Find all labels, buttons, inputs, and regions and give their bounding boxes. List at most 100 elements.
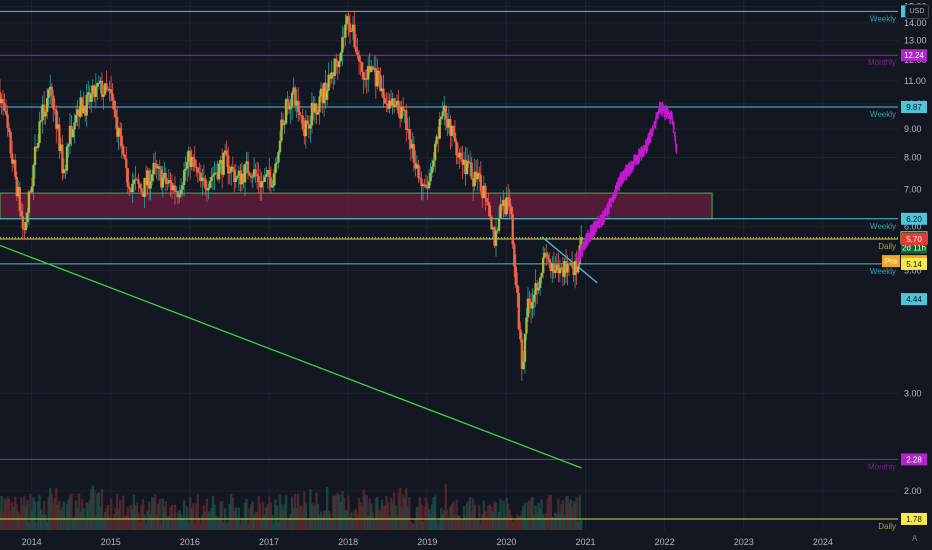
volume-bar — [392, 492, 396, 530]
volume-bars — [0, 484, 583, 530]
candle-body — [322, 82, 326, 104]
volume-bar — [164, 501, 168, 530]
volume-bar — [225, 523, 228, 530]
volume-bar — [303, 491, 306, 530]
candle-body — [134, 179, 137, 181]
candle-body — [49, 86, 52, 90]
candle-body — [438, 118, 441, 139]
candle-body — [278, 140, 282, 153]
volume-bar — [549, 495, 552, 530]
candle-body — [93, 85, 96, 97]
candle-body — [464, 159, 467, 175]
candle-body — [286, 99, 289, 102]
candle-body — [440, 116, 443, 119]
candle-body — [198, 172, 201, 174]
candle-body — [99, 80, 102, 84]
candle-body — [313, 103, 317, 113]
candle-body — [519, 329, 522, 340]
price-tag-label: 5.70 — [906, 235, 922, 244]
volume-bar — [91, 485, 95, 530]
candle-body — [488, 205, 492, 217]
candle-body — [188, 150, 192, 167]
volume-bar — [376, 496, 379, 530]
volume-bar — [541, 514, 545, 530]
candle-body — [118, 128, 122, 136]
candle-body — [456, 155, 460, 158]
volume-bar — [557, 498, 560, 530]
volume-bar — [493, 501, 496, 530]
candle-body — [497, 218, 501, 231]
candle-body — [475, 171, 478, 180]
support-zone — [0, 192, 713, 220]
volume-bar — [293, 493, 297, 530]
candle-body — [350, 30, 353, 32]
candlesticks — [0, 10, 583, 381]
candle-body — [412, 144, 416, 163]
volume-bar — [506, 503, 510, 530]
candle-body — [330, 72, 333, 79]
candle-body — [47, 89, 50, 98]
volume-bar — [362, 489, 365, 530]
volume-bar — [196, 494, 199, 530]
volume-bar — [540, 499, 543, 530]
candle-body — [373, 68, 376, 70]
candle-body — [520, 339, 524, 369]
candle-body — [388, 100, 391, 109]
candle-body — [327, 74, 330, 91]
volume-bar — [262, 501, 265, 530]
volume-bar — [6, 496, 9, 530]
volume-bar — [1, 512, 5, 530]
volume-bar — [252, 515, 256, 530]
volume-bar — [9, 511, 12, 530]
volume-bar — [153, 494, 157, 530]
candle-body — [561, 267, 565, 277]
time-axis[interactable]: 2014 2015 2016 2017 2018 2019 2020 2021 2022 2023… — [22, 537, 833, 547]
volume-bar — [520, 510, 524, 530]
currency-button[interactable]: USD — [905, 4, 929, 19]
candle-body — [506, 197, 510, 199]
volume-bar — [523, 502, 527, 530]
volume-bar — [205, 498, 209, 530]
volume-bar — [277, 522, 280, 530]
volume-bar — [558, 513, 562, 530]
candle-body — [580, 237, 583, 246]
candle-body — [108, 89, 111, 91]
candle-body — [342, 37, 346, 38]
candle-body — [74, 114, 78, 123]
volume-bar — [64, 517, 67, 530]
volume-bar — [88, 499, 91, 530]
volume-bar — [497, 511, 501, 530]
candle-body — [424, 184, 428, 188]
volume-bar — [388, 516, 391, 530]
candle-body — [38, 121, 41, 144]
candle-body — [534, 282, 537, 295]
volume-bar — [461, 520, 464, 530]
volume-bar — [21, 504, 25, 530]
volume-bar — [423, 506, 426, 530]
volume-bar — [255, 511, 259, 530]
volume-bar — [275, 504, 279, 530]
candle-body — [526, 298, 530, 318]
candle-body — [321, 88, 324, 104]
candle-body — [179, 189, 183, 195]
volume-bar — [242, 520, 245, 530]
volume-bar — [546, 498, 549, 530]
candle-body — [277, 152, 280, 163]
auto-scale-button[interactable]: A — [912, 534, 918, 543]
candle-body — [298, 112, 301, 115]
candle-body — [426, 187, 429, 189]
volume-bar — [140, 504, 143, 530]
volume-bar — [23, 495, 26, 530]
volume-bar — [485, 516, 489, 530]
candle-body — [476, 172, 479, 180]
volume-bar — [137, 512, 140, 530]
volume-bar — [50, 493, 53, 530]
candle-body — [525, 317, 528, 334]
volume-bar — [144, 523, 148, 530]
volume-bar — [152, 497, 155, 530]
candle-body — [300, 114, 303, 116]
candle-body — [402, 106, 405, 111]
volume-bar — [573, 503, 577, 530]
volume-bar — [222, 522, 225, 530]
